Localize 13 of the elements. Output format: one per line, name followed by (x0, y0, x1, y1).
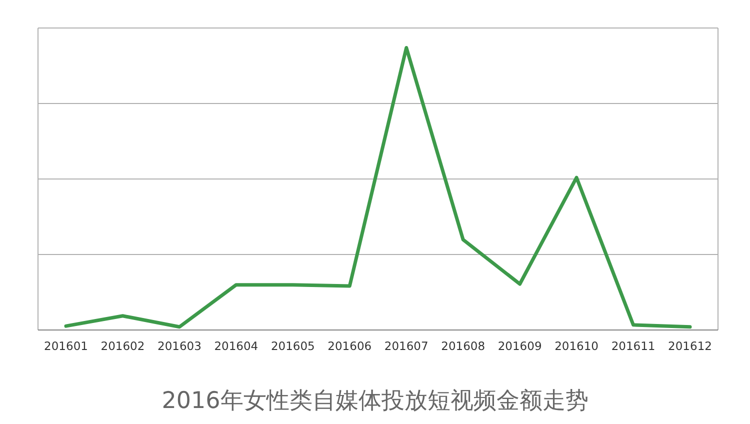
x-tick-label: 201607 (384, 339, 428, 353)
x-tick-label: 201610 (554, 339, 598, 353)
x-tick-label: 201612 (668, 339, 712, 353)
x-tick-label: 201603 (158, 339, 202, 353)
x-tick-label: 201611 (611, 339, 656, 353)
x-tick-label: 201604 (214, 339, 258, 353)
x-tick-label: 201608 (441, 339, 486, 353)
x-tick-label: 201609 (498, 339, 542, 353)
x-tick-label: 201602 (100, 339, 145, 353)
x-tick-label: 201605 (270, 339, 315, 353)
x-tick-label: 201601 (44, 339, 88, 353)
text: 2016年女性类自媒体投放短视频金额走势 (162, 388, 588, 414)
x-tick-label: 201606 (328, 339, 372, 353)
